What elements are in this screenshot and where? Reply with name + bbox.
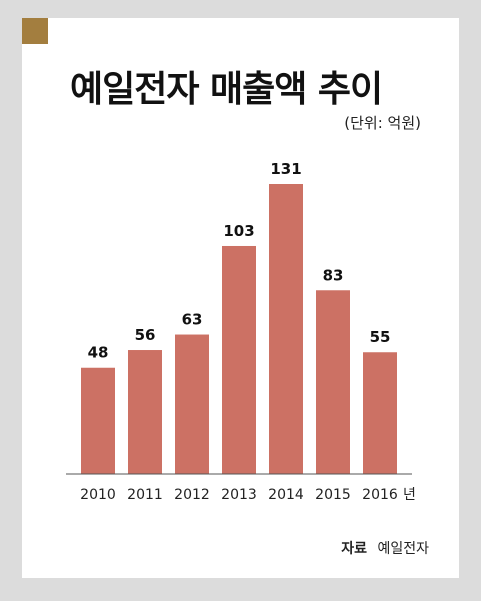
unit-note: (단위: 억원) [344,114,421,132]
bar-2010 [81,367,115,474]
bar-2014 [269,184,303,474]
data-label-2013: 103 [223,222,254,240]
source-value: 예일전자 [377,541,429,557]
source-label: 자료 [341,541,368,557]
data-label-2012: 63 [182,311,203,329]
bar-2013 [222,245,256,474]
data-label-2011: 56 [135,326,156,344]
x-tick-label-2011: 2011 [127,487,163,503]
data-label-2015: 83 [323,266,344,284]
bar-2012 [175,334,209,474]
x-tick-label-2012: 2012 [174,487,210,503]
bar-2015 [316,290,350,474]
source-note: 자료 예일전자 [341,538,429,558]
x-tick-label-2015: 2015 [315,487,351,503]
data-label-2010: 48 [88,344,109,362]
x-tick-label-2016: 2016 [362,487,398,503]
bar-2016 [363,352,397,474]
bar-2011 [128,350,162,474]
data-label-2014: 131 [270,160,301,178]
x-tick-label-2014: 2014 [268,487,304,503]
x-unit-suffix: 년 [403,487,416,503]
chart-title: 예일전자 매출액 추이 [70,69,383,110]
accent-square [22,18,48,44]
x-tick-label-2010: 2010 [80,487,116,503]
x-tick-label-2013: 2013 [221,487,257,503]
data-label-2016: 55 [370,328,391,346]
